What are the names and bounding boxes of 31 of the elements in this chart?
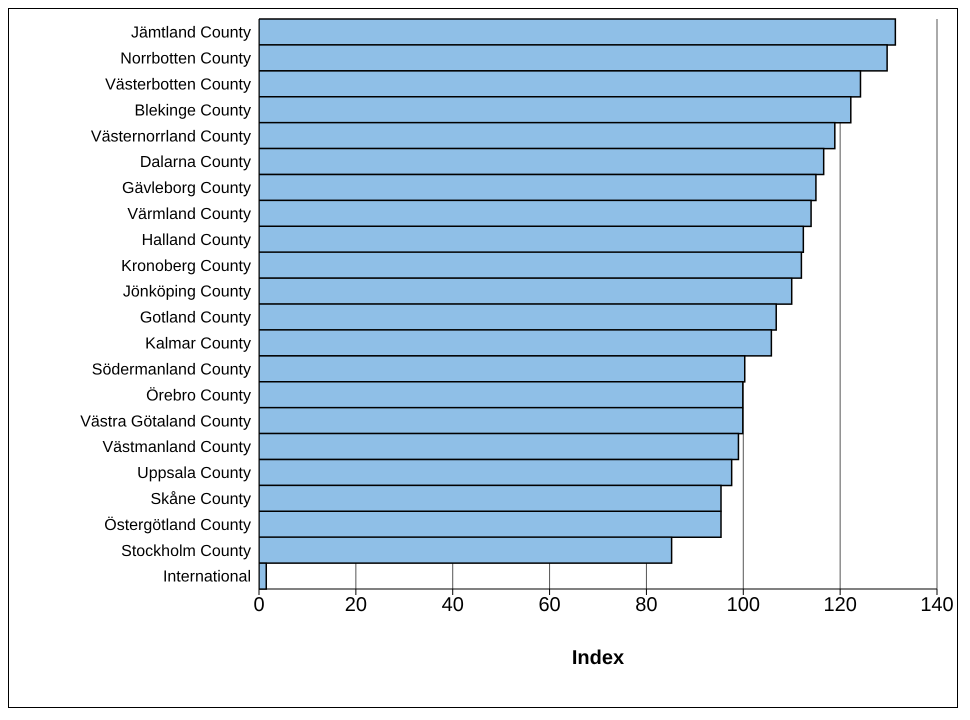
y-tick-label: Kalmar County xyxy=(145,336,251,353)
y-tick-label: Gotland County xyxy=(140,310,251,327)
y-tick-label: Skåne County xyxy=(150,491,251,508)
y-tick-label: Östergötland County xyxy=(104,516,251,534)
x-tick-label: 80 xyxy=(635,594,658,616)
y-tick-label: Västernorrland County xyxy=(90,128,251,146)
x-tick-label: 100 xyxy=(726,594,760,616)
x-tick-label: 120 xyxy=(823,594,857,616)
y-tick-label: Kronoberg County xyxy=(121,258,251,275)
y-tick-label: Västra Götaland County xyxy=(80,413,251,430)
y-tick-label: Västmanland County xyxy=(102,439,251,456)
y-tick-label: Örebro County xyxy=(146,386,251,404)
x-tick-label: 140 xyxy=(920,594,954,616)
y-tick-label: Gävleborg County xyxy=(122,180,251,198)
y-tick-label: Dalarna County xyxy=(140,154,251,172)
y-tick-label: Värmland County xyxy=(127,206,251,223)
x-tick-label: 0 xyxy=(253,594,265,616)
y-tick-label: Stockholm County xyxy=(121,542,251,560)
y-tick-label: Uppsala County xyxy=(137,465,251,482)
x-tick-label: 60 xyxy=(538,594,561,616)
y-tick-label: Västerbotten County xyxy=(105,76,251,94)
x-tick-label: 20 xyxy=(344,594,367,616)
y-tick-label: Blekinge County xyxy=(134,102,251,120)
y-tick-label: International xyxy=(162,568,251,586)
y-tick-label: Jönköping County xyxy=(122,284,251,301)
x-axis-title: Index xyxy=(572,647,624,669)
y-tick-label: Södermanland County xyxy=(92,361,251,378)
y-tick-label: Jämtland County xyxy=(130,24,251,42)
y-tick-label: Halland County xyxy=(142,232,251,249)
y-tick-label: Norrbotten County xyxy=(120,50,251,68)
x-tick-label: 40 xyxy=(442,594,464,616)
